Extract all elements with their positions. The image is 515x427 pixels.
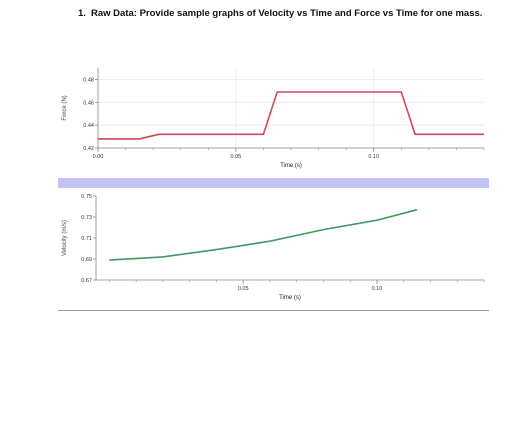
y-tick-label: 0.42: [83, 146, 94, 152]
x-tick-label: 0.05: [230, 154, 241, 160]
velocity-y-axis-label: Velocity (m/s): [62, 220, 68, 256]
y-tick-label: 0.73: [81, 215, 92, 221]
force-x-axis-label: Time (s): [280, 163, 302, 169]
y-tick-label: 0.67: [81, 278, 92, 284]
y-tick-label: 0.75: [81, 194, 92, 200]
x-tick-label: 0.00: [93, 154, 104, 160]
velocity-series-line: [109, 208, 418, 261]
force-vs-time-chart: 0.00 0.05 0.10 0.42 0.44 0.46 0.48 Time (s) Fo…: [62, 68, 485, 169]
question-text: Raw Data: Provide sample graphs of Veloc…: [91, 8, 483, 19]
y-tick-label: 0.71: [81, 236, 92, 242]
velocity-chart-panel: 0.05 0.10 0.67 0.69 0.71 0.73 0.75 Time (s) Ve…: [58, 188, 489, 310]
x-tick-label: 0.10: [372, 286, 383, 292]
question-number: 1.: [78, 8, 86, 19]
force-y-axis-label: Force (N): [62, 95, 68, 120]
x-tick-label: 0.10: [368, 154, 379, 160]
y-tick-label: 0.46: [83, 100, 94, 106]
velocity-vs-time-chart: 0.05 0.10 0.67 0.69 0.71 0.73 0.75 Time (s) Ve…: [62, 194, 485, 301]
force-series-line: [98, 91, 484, 140]
force-chart-panel: 0.00 0.05 0.10 0.42 0.44 0.46 0.48 Time (s) Fo…: [58, 58, 489, 178]
y-tick-label: 0.44: [83, 123, 94, 129]
y-tick-label: 0.69: [81, 257, 92, 263]
chart-bottom-border: [58, 310, 489, 311]
x-tick-label: 0.05: [238, 286, 249, 292]
chart-separator-bar: [58, 178, 489, 188]
y-tick-label: 0.48: [83, 77, 94, 83]
velocity-x-axis-label: Time (s): [279, 295, 301, 301]
